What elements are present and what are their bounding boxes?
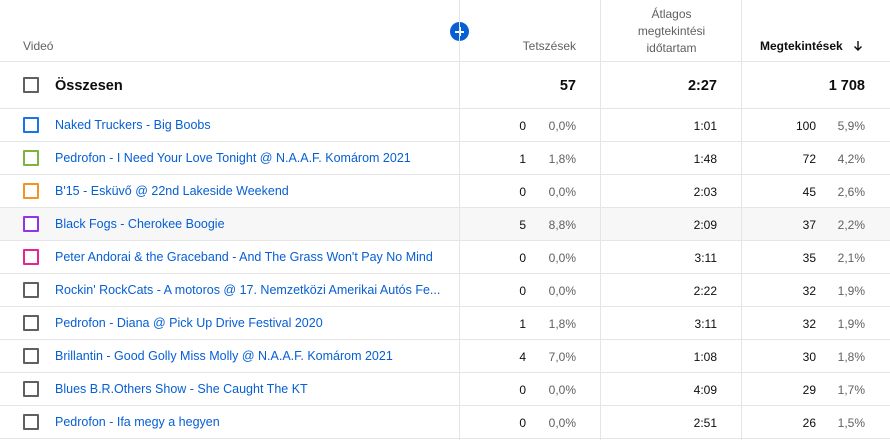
views-percent: 2,2% — [837, 218, 865, 232]
video-title-link[interactable]: Naked Truckers - Big Boobs — [55, 118, 211, 132]
likes-count: 0 — [519, 185, 526, 199]
views-percent: 2,6% — [837, 185, 865, 199]
column-divider — [741, 0, 742, 440]
likes-count: 1 — [519, 317, 526, 331]
column-header-likes[interactable]: Tetszések — [522, 39, 576, 53]
avg-duration-line-1: Átlagos — [651, 7, 692, 21]
table-row[interactable]: Rockin' RockCats - A motoros @ 17. Nemze… — [0, 274, 890, 307]
likes-count: 0 — [519, 383, 526, 397]
likes-percent: 8,8% — [548, 218, 576, 232]
table-row[interactable]: Pedrofon - Ifa megy a hegyen 0 0,0% 2:51 26 1… — [0, 406, 890, 439]
arrow-down-icon — [854, 41, 862, 51]
views-percent: 5,9% — [837, 119, 865, 133]
views-count: 26 — [802, 416, 816, 430]
table-row[interactable]: Blues B.R.Others Show - She Caught The K… — [0, 373, 890, 406]
views-count: 45 — [802, 185, 816, 199]
views-count: 29 — [802, 383, 816, 397]
likes-count: 0 — [519, 416, 526, 430]
table-row[interactable]: Pedrofon - Diana @ Pick Up Drive Festiva… — [0, 307, 890, 340]
total-checkbox[interactable] — [23, 77, 39, 93]
total-avg-duration: 2:27 — [687, 78, 717, 94]
avg-duration-line-3: időtartam — [646, 41, 697, 55]
views-percent: 1,9% — [837, 284, 865, 298]
row-checkbox[interactable] — [23, 282, 39, 298]
views-count: 100 — [795, 119, 816, 133]
table-row[interactable]: Black Fogs - Cherokee Boogie 5 8,8% 2:09 37 2… — [0, 208, 890, 241]
row-checkbox[interactable] — [23, 414, 39, 430]
total-views: 1 708 — [828, 78, 865, 94]
likes-percent: 0,0% — [548, 185, 576, 199]
likes-percent: 7,0% — [548, 350, 576, 364]
views-header-label: Megtekintések — [760, 39, 843, 53]
row-checkbox[interactable] — [23, 249, 39, 265]
views-count: 32 — [802, 284, 816, 298]
views-percent: 1,5% — [837, 416, 865, 430]
column-divider — [600, 0, 601, 440]
likes-percent: 0,0% — [548, 119, 576, 133]
video-title-link[interactable]: B'15 - Esküvő @ 22nd Lakeside Weekend — [55, 184, 289, 198]
views-count: 30 — [802, 350, 816, 364]
avg-duration: 3:11 — [694, 251, 717, 265]
table-row[interactable]: B'15 - Esküvő @ 22nd Lakeside Weekend 0 0,… — [0, 175, 890, 208]
table-row[interactable]: Peter Andorai & the Graceband - And The … — [0, 241, 890, 274]
video-title-link[interactable]: Pedrofon - Diana @ Pick Up Drive Festiva… — [55, 316, 323, 330]
avg-duration: 3:11 — [694, 317, 717, 331]
views-count: 72 — [802, 152, 816, 166]
table-row[interactable]: Brillantin - Good Golly Miss Molly @ N.A… — [0, 340, 890, 373]
avg-duration: 2:22 — [693, 284, 717, 298]
likes-count: 0 — [519, 119, 526, 133]
avg-duration-line-2: megtekintési — [637, 24, 706, 38]
total-likes: 57 — [559, 78, 576, 94]
likes-percent: 0,0% — [548, 383, 576, 397]
total-row: Összesen 57 2:27 1 708 — [0, 62, 890, 109]
video-title-link[interactable]: Blues B.R.Others Show - She Caught The K… — [55, 382, 308, 396]
row-checkbox[interactable] — [23, 216, 39, 232]
video-title-link[interactable]: Peter Andorai & the Graceband - And The … — [55, 250, 433, 264]
views-count: 35 — [802, 251, 816, 265]
avg-duration: 2:03 — [693, 185, 717, 199]
row-checkbox[interactable] — [23, 150, 39, 166]
row-checkbox[interactable] — [23, 315, 39, 331]
likes-percent: 0,0% — [548, 251, 576, 265]
video-title-link[interactable]: Brillantin - Good Golly Miss Molly @ N.A… — [55, 349, 393, 363]
avg-duration: 1:48 — [693, 152, 717, 166]
likes-count: 4 — [519, 350, 526, 364]
likes-percent: 1,8% — [548, 152, 576, 166]
views-percent: 4,2% — [837, 152, 865, 166]
video-title-link[interactable]: Pedrofon - Ifa megy a hegyen — [55, 415, 220, 429]
row-checkbox[interactable] — [23, 381, 39, 397]
likes-percent: 0,0% — [548, 284, 576, 298]
views-percent: 1,8% — [837, 350, 865, 364]
video-title-link[interactable]: Rockin' RockCats - A motoros @ 17. Nemze… — [55, 283, 441, 297]
table-row[interactable]: Naked Truckers - Big Boobs 0 0,0% 1:01 100 5,… — [0, 109, 890, 142]
avg-duration: 2:51 — [693, 416, 717, 430]
likes-percent: 0,0% — [548, 416, 576, 430]
table-row[interactable]: Pedrofon - I Need Your Love Tonight @ N.… — [0, 142, 890, 175]
views-percent: 1,9% — [837, 317, 865, 331]
views-percent: 2,1% — [837, 251, 865, 265]
row-checkbox[interactable] — [23, 348, 39, 364]
video-title-link[interactable]: Pedrofon - I Need Your Love Tonight @ N.… — [55, 151, 411, 165]
total-label: Összesen — [55, 78, 123, 94]
video-title-link[interactable]: Black Fogs - Cherokee Boogie — [55, 217, 225, 231]
avg-duration: 4:09 — [693, 383, 717, 397]
likes-percent: 1,8% — [548, 317, 576, 331]
views-count: 32 — [802, 317, 816, 331]
avg-duration: 2:09 — [693, 218, 717, 232]
avg-duration: 1:01 — [693, 119, 717, 133]
table-header: Videó Tetszések Átlagos megtekintési idő… — [0, 0, 890, 62]
row-checkbox[interactable] — [23, 183, 39, 199]
column-header-video[interactable]: Videó — [23, 39, 54, 53]
avg-duration: 1:08 — [693, 350, 717, 364]
column-divider — [459, 0, 460, 440]
views-count: 37 — [802, 218, 816, 232]
likes-count: 1 — [519, 152, 526, 166]
row-checkbox[interactable] — [23, 117, 39, 133]
likes-count: 5 — [519, 218, 526, 232]
likes-count: 0 — [519, 284, 526, 298]
views-percent: 1,7% — [837, 383, 865, 397]
likes-count: 0 — [519, 251, 526, 265]
column-header-avg-view-duration[interactable]: Átlagos megtekintési időtartam — [601, 6, 742, 57]
